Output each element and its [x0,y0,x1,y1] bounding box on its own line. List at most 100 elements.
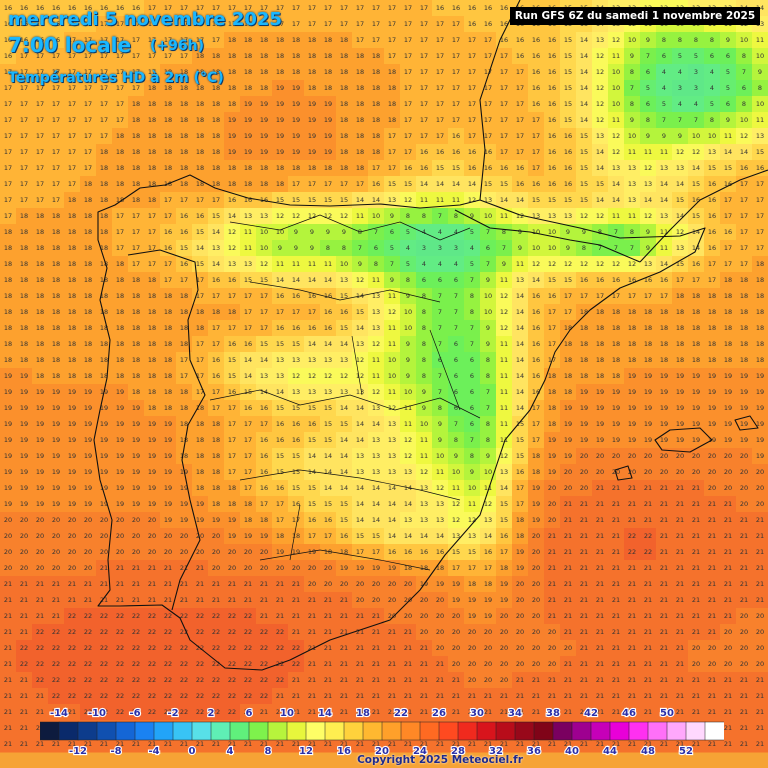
temperature-value: 19 [244,148,252,156]
temperature-value: 19 [516,548,524,556]
temperature-cell [336,16,353,33]
temperature-value: 14 [516,356,524,364]
temperature-value: 7 [438,372,442,380]
temperature-value: 21 [580,644,588,652]
temperature-value: 18 [212,148,220,156]
temperature-value: 17 [228,468,236,476]
temperature-cell [272,80,289,97]
temperature-value: 10 [260,228,268,236]
temperature-value: 9 [454,452,458,460]
temperature-value: 19 [628,420,636,428]
temperature-cell [288,32,305,49]
temperature-value: 16 [532,356,540,364]
temperature-value: 15 [196,228,204,236]
temperature-value: 17 [436,116,444,124]
temperature-value: 17 [756,244,764,252]
temperature-value: 18 [356,116,364,124]
temperature-value: 20 [532,548,540,556]
temperature-value: 11 [388,340,396,348]
temperature-cell [336,32,353,49]
temperature-value: 12 [580,212,588,220]
temperature-value: 17 [228,436,236,444]
temperature-cell [304,0,321,17]
temperature-cell [48,80,65,97]
temperature-value: 21 [724,596,732,604]
temperature-value: 17 [324,4,332,12]
temperature-value: 22 [628,548,636,556]
temperature-value: 14 [356,484,364,492]
temperature-value: 15 [324,436,332,444]
temperature-value: 18 [36,212,44,220]
temperature-value: 14 [276,276,284,284]
temperature-value: 18 [708,340,716,348]
temperature-value: 17 [708,260,716,268]
temperature-value: 19 [116,500,124,508]
temperature-value: 17 [532,148,540,156]
temperature-cell [96,16,113,33]
temperature-cell [688,64,705,81]
temperature-value: 20 [660,468,668,476]
temperature-value: 11 [628,212,636,220]
temperature-value: 22 [148,692,156,700]
temperature-value: 17 [292,20,300,28]
temperature-value: 19 [36,420,44,428]
temperature-cell [448,16,465,33]
temperature-value: 17 [212,388,220,396]
temperature-value: 14 [612,196,620,204]
temperature-value: 21 [676,596,684,604]
temperature-value: 21 [276,692,284,700]
temperature-value: 19 [628,436,636,444]
temperature-cell [224,48,241,65]
temperature-cell [240,64,257,81]
temperature-value: 17 [276,308,284,316]
temperature-value: 17 [4,212,12,220]
temperature-cell [496,64,513,81]
temperature-value: 20 [404,596,412,604]
temperature-value: 17 [404,4,412,12]
temperature-value: 18 [260,164,268,172]
temperature-value: 17 [436,132,444,140]
temperature-value: 18 [100,212,108,220]
temperature-value: 18 [724,324,732,332]
temperature-value: 18 [212,52,220,60]
temperature-cell [240,0,257,17]
temperature-value: 21 [692,500,700,508]
temperature-value: 18 [52,308,60,316]
temperature-value: 19 [324,148,332,156]
temperature-value: 19 [228,532,236,540]
temperature-value: 21 [564,548,572,556]
temperature-value: 21 [660,612,668,620]
temperature-value: 17 [500,148,508,156]
temperature-value: 19 [20,404,28,412]
temperature-value: 14 [244,372,252,380]
temperature-value: 13 [276,356,284,364]
temperature-value: 14 [372,500,380,508]
temperature-value: 19 [84,452,92,460]
temperature-value: 21 [116,580,124,588]
temperature-value: 19 [100,468,108,476]
temperature-cell [32,0,49,17]
temperature-value: 21 [596,676,604,684]
legend-label: 38 [546,708,560,719]
temperature-value: 20 [36,516,44,524]
temperature-cell [224,80,241,97]
temperature-value: 11 [500,356,508,364]
temperature-value: 19 [580,404,588,412]
temperature-value: 11 [612,212,620,220]
temperature-value: 21 [20,596,28,604]
temperature-value: 3 [678,84,682,92]
temperature-value: 21 [644,692,652,700]
temperature-value: 17 [260,324,268,332]
temperature-value: 12 [292,372,300,380]
temperature-value: 8 [342,244,346,252]
temperature-value: 22 [100,628,108,636]
temperature-value: 17 [356,20,364,28]
temperature-value: 18 [4,324,12,332]
temperature-cell [176,64,193,81]
temperature-value: 17 [564,292,572,300]
temperature-value: 6 [454,356,458,364]
temperature-value: 18 [148,132,156,140]
temperature-cell [496,48,513,65]
temperature-value: 19 [100,420,108,428]
temperature-value: 21 [596,644,604,652]
